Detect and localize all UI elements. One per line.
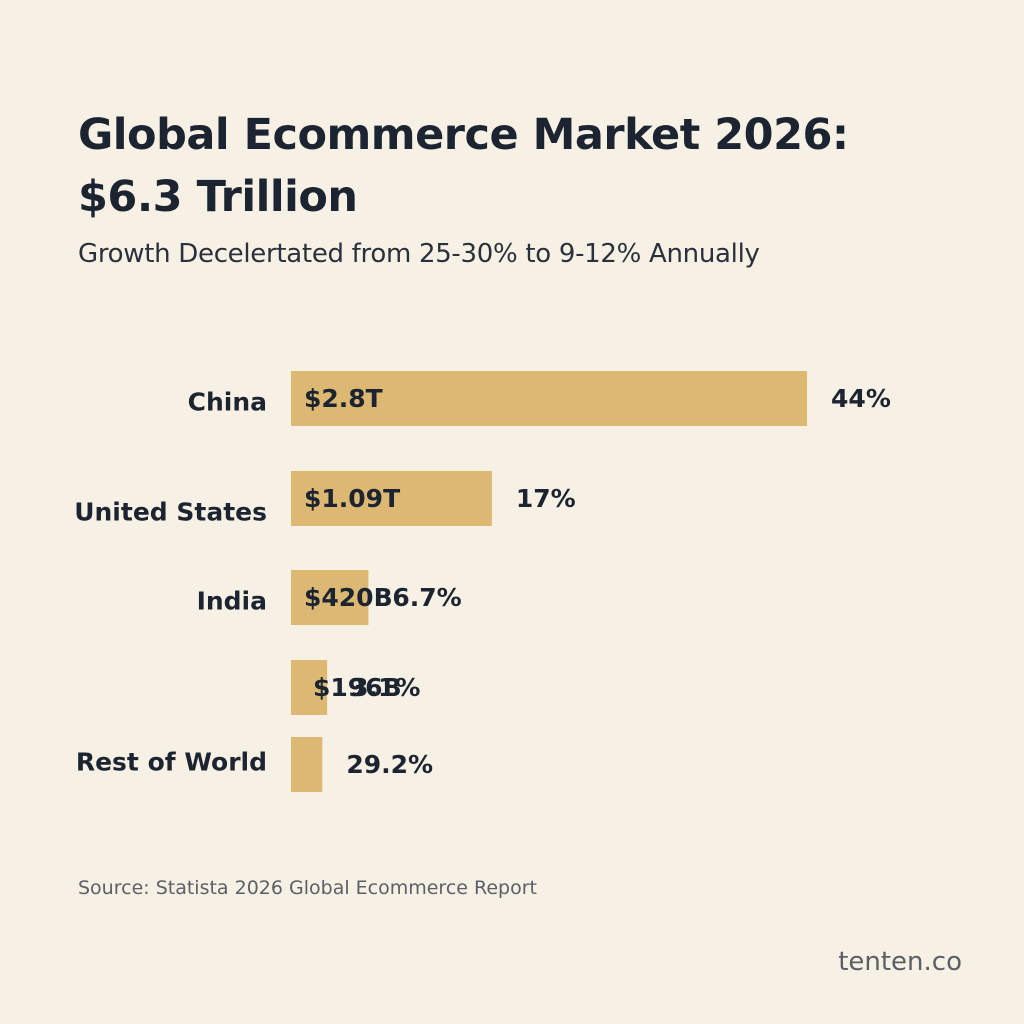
bar-unlabeled (291, 660, 328, 715)
bar-united-states (291, 471, 492, 526)
percent-label: 6.7% (392, 583, 461, 612)
source-note: Source: Statista 2026 Global Ecommerce R… (78, 877, 537, 899)
category-label: United States (74, 498, 267, 527)
percent-label: 3.1% (351, 673, 420, 702)
category-label: India (197, 587, 267, 616)
percent-label: 29.2% (346, 750, 433, 779)
bar-china (291, 371, 808, 426)
bar-value-label: $196B (313, 673, 402, 702)
brand-watermark: tenten.co (838, 947, 962, 977)
category-label: Rest of World (76, 748, 267, 777)
category-label: China (188, 388, 267, 417)
chart-title: Global Ecommerce Market 2026: $6.3 Trill… (78, 104, 958, 228)
bar-value-label: $2.8T (304, 384, 383, 413)
chart-title-line-1: Global Ecommerce Market 2026: (78, 110, 849, 160)
percent-label: 17% (516, 484, 576, 513)
bar-rest-of-world (291, 737, 323, 792)
bar-value-label: $420B (304, 583, 393, 612)
bar-india (291, 570, 369, 625)
percent-label: 44% (831, 384, 891, 413)
chart-title-line-2: $6.3 Trillion (78, 172, 358, 222)
bar-value-label: $1.09T (304, 484, 400, 513)
chart-subtitle: Growth Decelertated from 25-30% to 9-12%… (78, 239, 760, 269)
